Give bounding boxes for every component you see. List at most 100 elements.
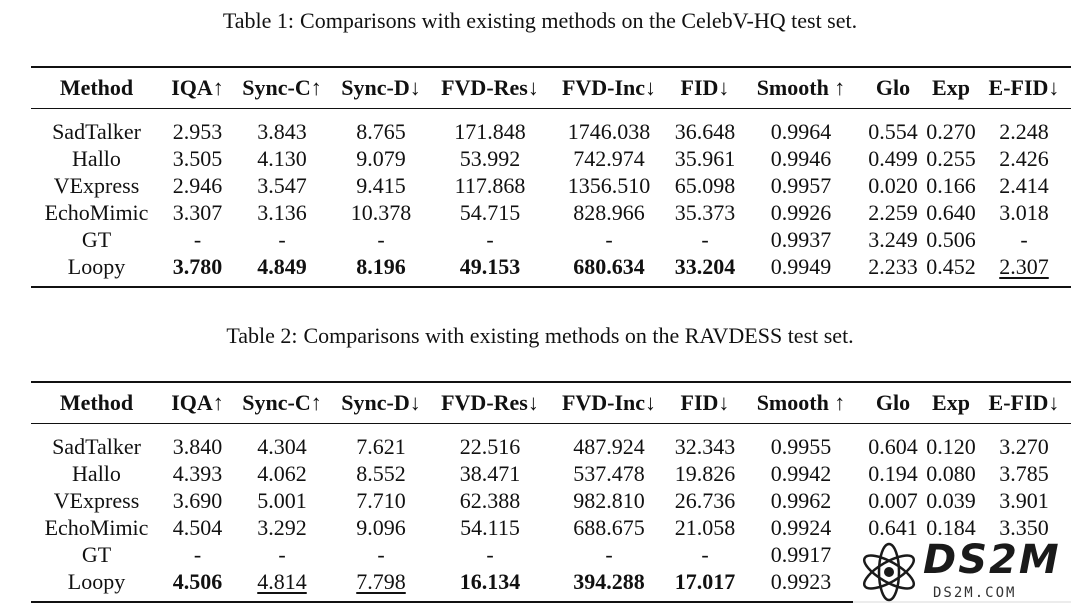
metric-cell: 19.826 [669,460,741,487]
metric-cell: 2.259 [861,199,925,226]
cell-value: GT [81,542,112,567]
metric-cell: 2.953 [162,109,233,146]
metric-cell: 3.843 [233,109,331,146]
cell-value: - [377,542,385,567]
cell-value: 4.304 [257,434,307,459]
metric-cell: 35.373 [669,199,741,226]
method-name-cell: SadTalker [31,424,162,461]
metric-cell: 0.9957 [741,172,861,199]
metric-cell: 21.058 [669,514,741,541]
metric-cell: - [669,541,741,568]
cell-value: 3.785 [999,461,1049,486]
metric-cell: 2.946 [162,172,233,199]
atom-icon [862,542,916,602]
cell-value: - [377,227,385,252]
metric-cell: - [549,541,669,568]
metric-cell: 688.675 [549,514,669,541]
metric-cell: 9.096 [331,514,431,541]
table1-header-cell: Sync-D↓ [341,75,421,100]
table2: Method IQA↑ Sync-C↑ Sync-D↓ FVD-Res↓ FVD-Inc↓… [31,381,1071,603]
table1-caption-label: Table 1: [222,8,295,33]
table1: Method IQA↑ Sync-C↑ Sync-D↓ FVD-Res↓ FVD-Inc↓… [31,66,1071,288]
metric-cell: - [331,226,431,253]
table-row: SadTalker 3.840 4.304 7.621 22.516 487.924 32.… [31,424,1071,461]
cell-value: 2.953 [172,119,223,144]
cell-value: 688.675 [573,515,645,540]
cell-value: 35.373 [674,200,736,225]
metric-cell: 3.249 [861,226,925,253]
table-row: GT - - - - - - 0.9937 3.249 0.506 - [31,226,1071,253]
metric-cell: 828.966 [549,199,669,226]
table-row: Hallo 4.393 4.062 8.552 38.471 537.478 19.826 0… [31,460,1071,487]
cell-value: 38.471 [459,461,521,486]
metric-cell: 7.621 [331,424,431,461]
table1-header-cell: Method [59,75,134,100]
cell-value: 2.946 [172,173,223,198]
cell-value: 0.9957 [770,173,832,198]
metric-cell: 982.810 [549,487,669,514]
table2-caption-text: Comparisons with existing methods on the… [303,323,854,348]
table1-header-cell: Smooth ↑ [756,75,846,100]
method-name-cell: Loopy [31,568,162,602]
cell-value: 0.9926 [770,200,832,225]
metric-cell: 7.710 [331,487,431,514]
cell-value: Loopy [67,569,126,594]
cell-value: - [278,542,286,567]
cell-value: 4.062 [257,461,307,486]
table1-header-cell: E-FID↓ [988,75,1060,100]
table-row: VExpress 2.946 3.547 9.415 117.868 1356.510 65… [31,172,1071,199]
metric-cell: 3.307 [162,199,233,226]
table2-header-row: Method IQA↑ Sync-C↑ Sync-D↓ FVD-Res↓ FVD-Inc↓… [31,382,1071,424]
cell-value: 0.194 [868,461,918,486]
metric-cell: 0.604 [861,424,925,461]
metric-cell: - [549,226,669,253]
table1-header-cell: FID↓ [680,75,730,100]
metric-cell: 0.194 [861,460,925,487]
cell-value: EchoMimic [44,515,149,540]
metric-cell: 26.736 [669,487,741,514]
metric-cell: 36.648 [669,109,741,146]
cell-value: - [486,227,494,252]
cell-value: 4.849 [257,254,307,279]
table1-header-cell: Exp [932,75,970,100]
metric-cell: 0.9924 [741,514,861,541]
cell-value: 0.452 [926,254,976,279]
cell-value: 3.547 [257,173,307,198]
cell-value: 9.079 [356,146,406,171]
cell-value: SadTalker [52,119,141,144]
cell-value: 0.166 [926,173,976,198]
metric-cell: 0.499 [861,145,925,172]
metric-cell: 65.098 [669,172,741,199]
metric-cell: 17.017 [669,568,741,602]
metric-cell: 0.506 [925,226,977,253]
metric-cell: 117.868 [431,172,549,199]
metric-cell: 2.414 [977,172,1071,199]
metric-cell: 0.9942 [741,460,861,487]
metric-cell: 0.9923 [741,568,861,602]
metric-cell: 0.9955 [741,424,861,461]
cell-value: 8.765 [356,119,406,144]
cell-value: 2.248 [999,119,1049,144]
method-name-cell: EchoMimic [31,199,162,226]
metric-cell: 171.848 [431,109,549,146]
cell-value: 0.270 [926,119,976,144]
cell-value: 2.426 [999,146,1049,171]
cell-value: SadTalker [52,434,141,459]
metric-cell: 62.388 [431,487,549,514]
cell-value: 8.196 [356,254,406,279]
method-name-cell: Loopy [31,253,162,287]
cell-value: 3.840 [172,434,223,459]
table-row: EchoMimic 3.307 3.136 10.378 54.715 828.966 35… [31,199,1071,226]
cell-value: 537.478 [573,461,645,486]
cell-value: 19.826 [674,461,736,486]
cell-value: GT [81,227,112,252]
cell-value: 0.9937 [770,227,832,252]
cell-value: 4.506 [172,569,223,594]
metric-cell: - [977,226,1071,253]
method-name-cell: EchoMimic [31,514,162,541]
table1-caption: Table 1: Comparisons with existing method… [0,8,1080,34]
cell-value: 0.255 [926,146,976,171]
metric-cell: 4.814 [233,568,331,602]
table1-body: SadTalker 2.953 3.843 8.765 171.848 1746.038 3… [31,109,1071,287]
cell-value: 17.017 [674,569,736,594]
